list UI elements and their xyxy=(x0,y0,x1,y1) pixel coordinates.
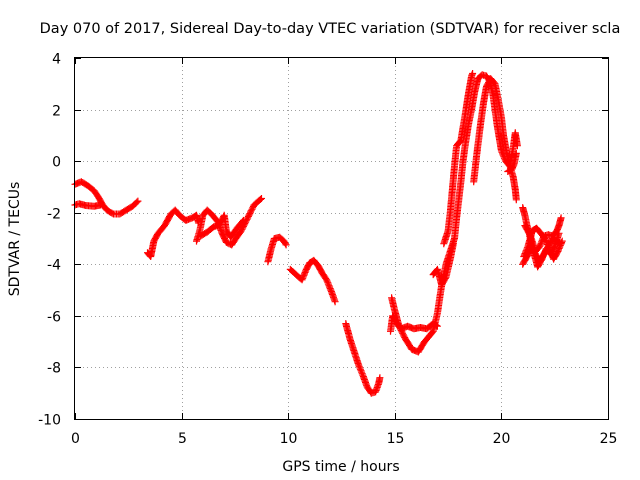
data-points xyxy=(71,70,566,397)
data-point xyxy=(558,239,566,247)
y-tick-label: -4 xyxy=(47,258,61,274)
data-point xyxy=(239,216,247,224)
axis-ticks: 0 5 10 15 20 25 -10 -8 -6 -4 -2 0 2 4 xyxy=(38,52,617,448)
y-tick-label: 2 xyxy=(52,104,61,120)
data-point xyxy=(281,240,289,248)
data-point xyxy=(539,252,547,260)
x-tick-label: 0 xyxy=(71,431,80,447)
data-point xyxy=(282,241,290,249)
x-tick-label: 25 xyxy=(600,431,618,447)
data-point xyxy=(557,214,565,222)
data-point xyxy=(134,197,142,205)
y-tick-label: 0 xyxy=(52,155,61,171)
data-point xyxy=(542,237,550,245)
y-axis-label: SDTVAR / TECUs xyxy=(7,182,23,297)
data-point xyxy=(258,195,265,202)
x-tick-label: 20 xyxy=(493,431,511,447)
data-point xyxy=(513,142,521,150)
x-tick-label: 10 xyxy=(280,431,298,447)
y-tick-label: -2 xyxy=(47,207,61,223)
y-tick-label: -6 xyxy=(47,310,61,326)
y-tick-label: 4 xyxy=(52,52,61,68)
chart-title: Day 070 of 2017, Sidereal Day-to-day VTE… xyxy=(40,21,621,37)
data-point xyxy=(555,229,563,237)
data-point xyxy=(545,243,553,251)
data-point xyxy=(512,149,520,157)
data-point xyxy=(523,245,531,253)
data-point xyxy=(239,218,246,226)
y-tick-label: -8 xyxy=(47,361,61,377)
data-point xyxy=(331,298,339,306)
x-tick-label: 15 xyxy=(387,431,405,447)
x-tick-label: 5 xyxy=(178,431,187,447)
data-point xyxy=(376,374,384,382)
data-point xyxy=(512,196,520,204)
x-axis-label: GPS time / hours xyxy=(282,459,399,475)
data-point xyxy=(257,195,264,203)
data-point xyxy=(469,70,477,77)
data-point xyxy=(133,198,141,206)
y-tick-label: -10 xyxy=(38,413,61,429)
data-point xyxy=(558,237,566,245)
plot-frame xyxy=(74,57,609,420)
